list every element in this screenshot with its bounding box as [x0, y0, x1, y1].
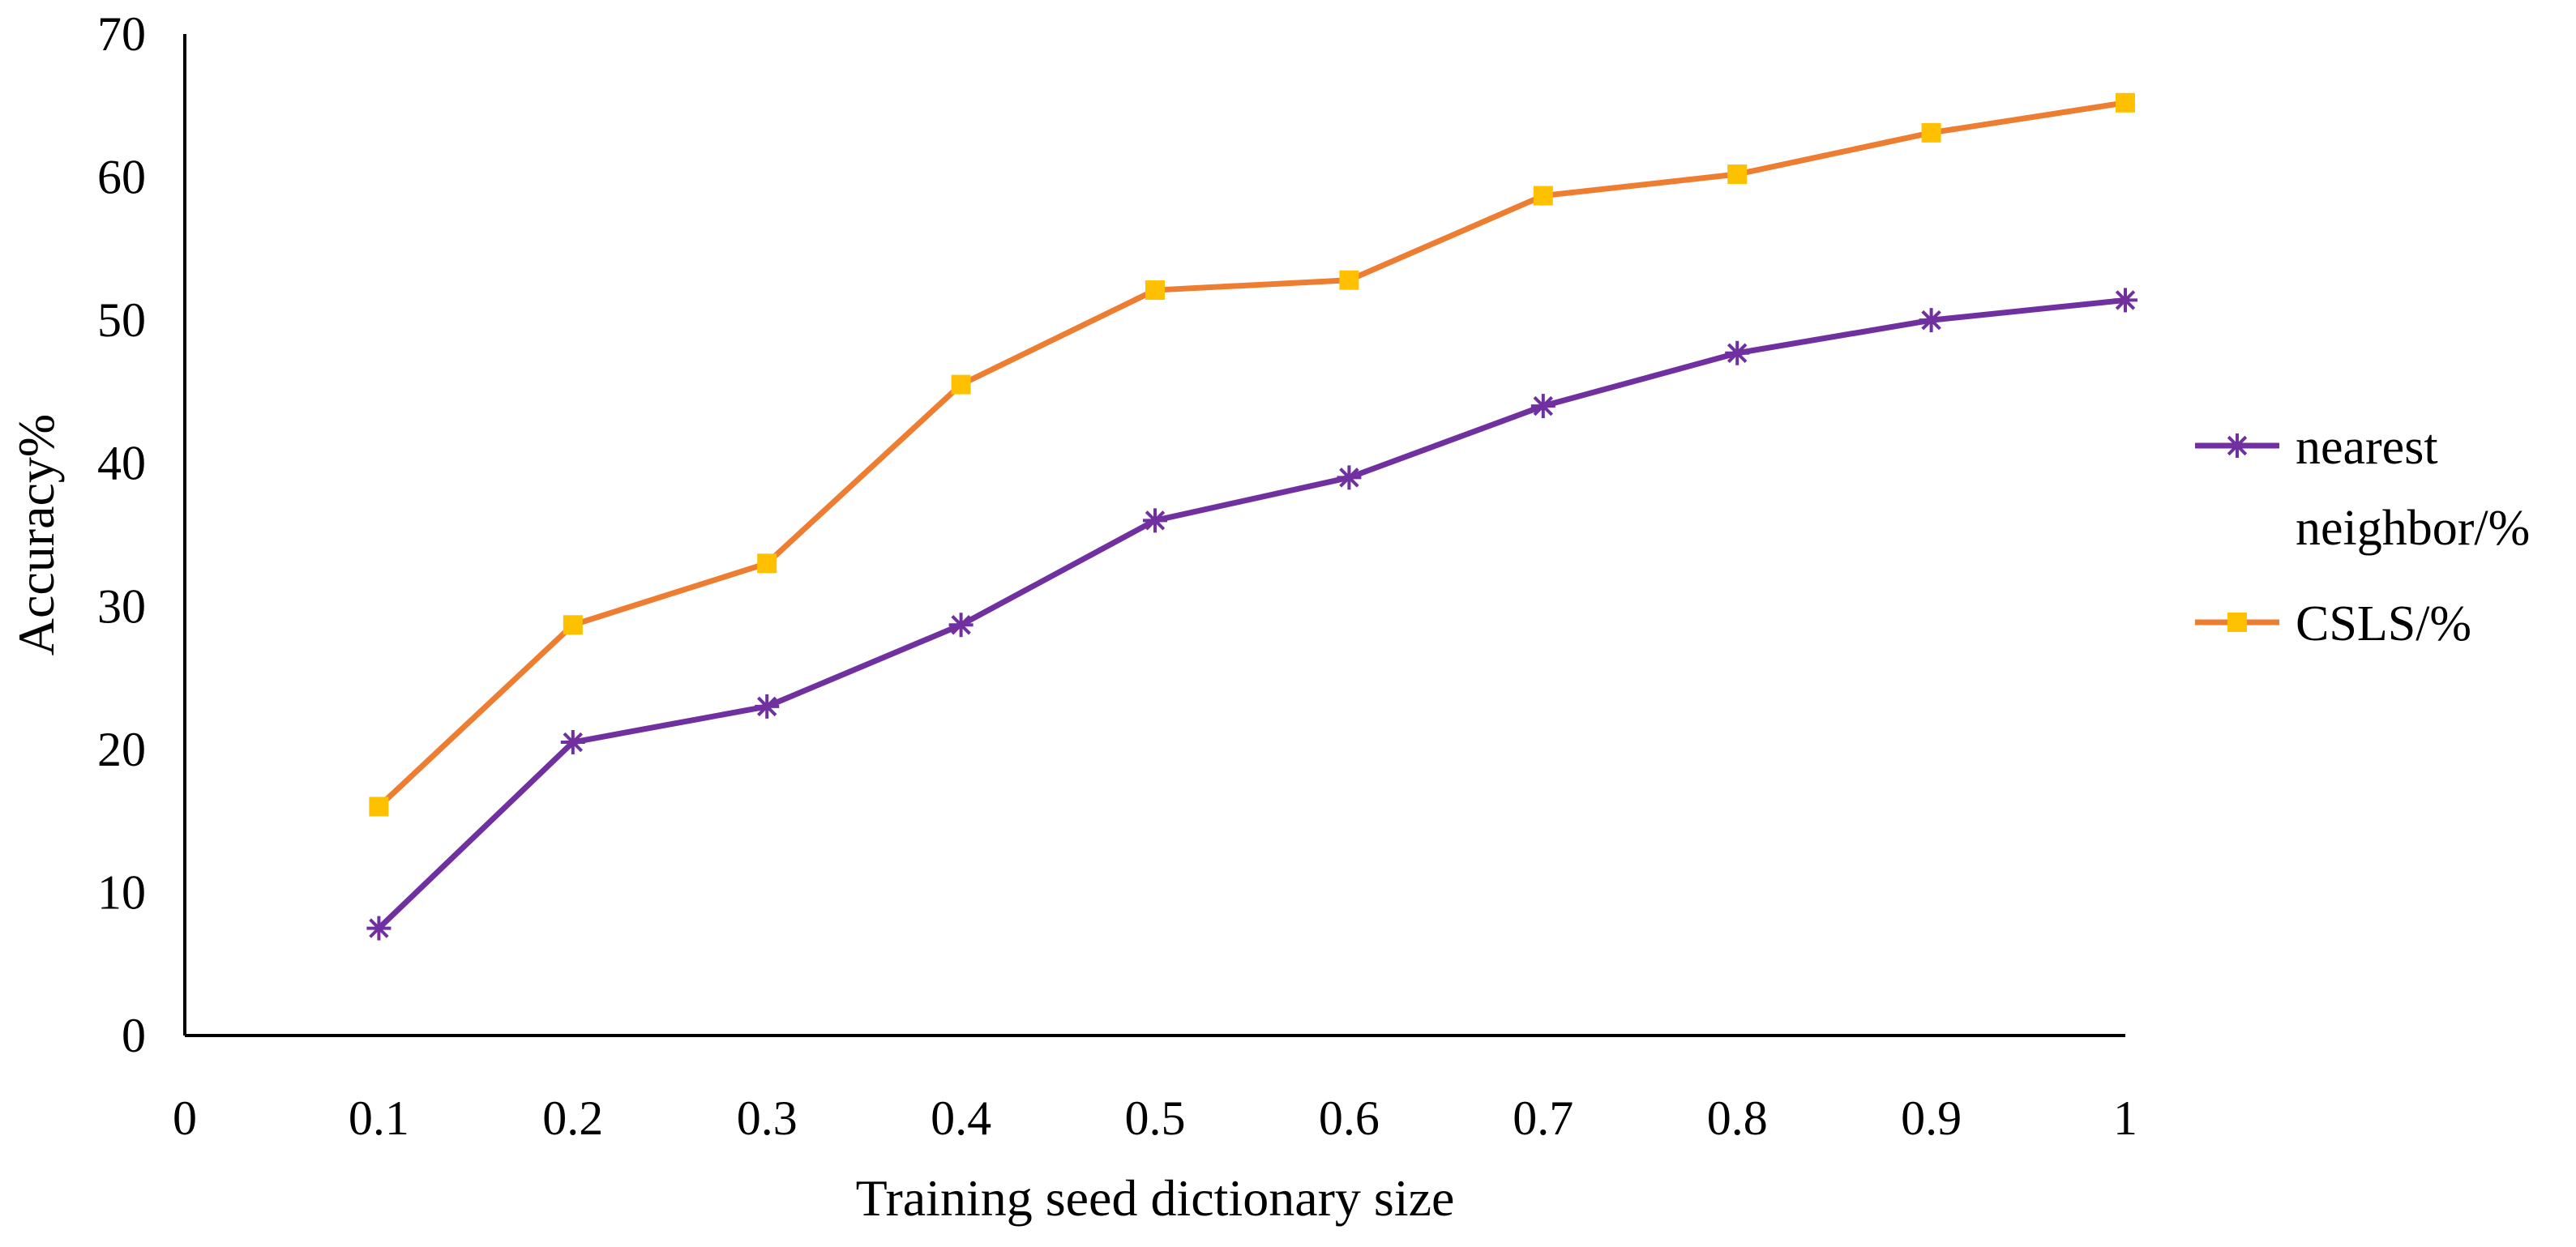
x-tick-label: 0: [173, 1091, 197, 1145]
data-point-csls: [1533, 186, 1553, 206]
series-line-nearest-neighbor: [375, 297, 2129, 932]
data-point-nearest-neighbor: [1337, 465, 1362, 490]
data-point-nearest-neighbor: [755, 694, 780, 719]
data-point-csls: [757, 553, 777, 574]
x-tick-labels: 0 0.1 0.2 0.3 0.4 0.5 0.6 0.7 0.8 0.9 1: [173, 1091, 2137, 1145]
x-tick-label: 0.5: [1125, 1091, 1186, 1145]
legend-label-nearest-neighbor: neighbor/%: [2296, 501, 2530, 556]
y-axis-title: Accuracy%: [7, 414, 65, 656]
x-tick-label: 0.4: [931, 1091, 991, 1145]
legend: nearest neighbor/% CSLS/%: [2195, 420, 2530, 651]
y-tick-label: 40: [97, 437, 146, 490]
data-point-nearest-neighbor: [1143, 508, 1167, 533]
x-axis-title: Training seed dictionary size: [856, 1169, 1455, 1227]
legend-marker-nearest-neighbor: [2225, 433, 2249, 458]
axes: [183, 34, 2125, 1037]
data-point-csls: [369, 796, 389, 817]
data-point-csls: [1921, 122, 1941, 143]
data-point-nearest-neighbor: [366, 916, 392, 941]
data-point-csls: [2116, 92, 2135, 113]
y-tick-label: 10: [97, 865, 146, 919]
x-tick-label: 0.1: [349, 1091, 409, 1145]
data-point-csls: [1145, 280, 1165, 301]
x-tick-label: 0.6: [1319, 1091, 1380, 1145]
legend-label-nearest-neighbor: nearest: [2296, 420, 2438, 475]
series-nearest-neighbor: [366, 288, 2137, 941]
y-tick-label: 50: [97, 293, 146, 347]
legend-item-csls: CSLS/%: [2195, 596, 2471, 651]
series-layer: [366, 92, 2137, 941]
legend-item-nearest-neighbor: nearest neighbor/%: [2195, 420, 2530, 556]
data-point-csls: [563, 615, 583, 635]
x-tick-label: 0.9: [1901, 1091, 1962, 1145]
data-point-nearest-neighbor: [1725, 340, 1750, 365]
data-point-nearest-neighbor: [1919, 308, 1944, 333]
data-point-nearest-neighbor: [948, 613, 973, 638]
data-point-nearest-neighbor: [2113, 288, 2137, 313]
data-point-nearest-neighbor: [1530, 394, 1555, 419]
y-tick-label: 70: [97, 7, 146, 61]
x-tick-label: 0.3: [737, 1091, 798, 1145]
legend-marker-csls: [2227, 613, 2247, 632]
y-tick-label: 30: [97, 579, 146, 633]
legend-label-csls: CSLS/%: [2296, 596, 2471, 651]
series-line-csls: [375, 100, 2129, 809]
y-tick-label: 60: [97, 151, 146, 204]
x-tick-label: 1: [2113, 1091, 2137, 1145]
y-tick-labels: 0 10 20 30 40 50 60 70: [97, 7, 146, 1062]
data-point-csls: [1339, 270, 1359, 290]
x-tick-label: 0.7: [1513, 1091, 1573, 1145]
y-tick-label: 20: [97, 723, 146, 776]
series-csls: [369, 92, 2135, 817]
x-tick-label: 0.2: [542, 1091, 603, 1145]
x-tick-label: 0.8: [1707, 1091, 1768, 1145]
data-point-csls: [1727, 164, 1748, 185]
y-tick-label: 0: [122, 1009, 146, 1062]
data-point-csls: [951, 374, 971, 395]
data-point-nearest-neighbor: [560, 730, 585, 755]
